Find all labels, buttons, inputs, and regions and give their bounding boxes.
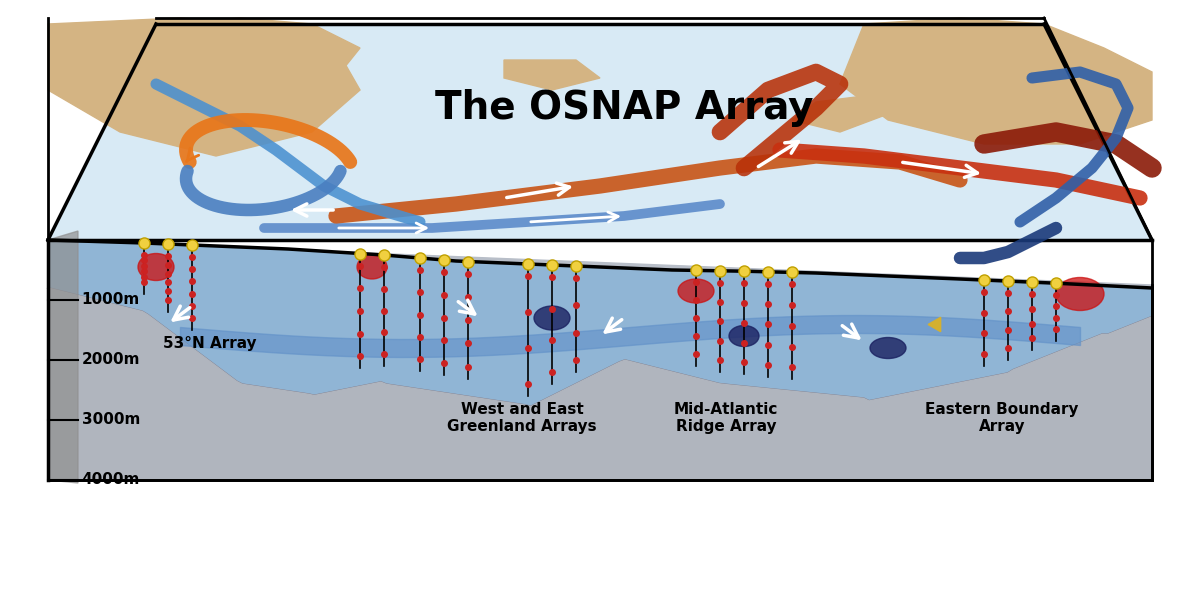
Polygon shape [96, 18, 360, 102]
Polygon shape [48, 231, 78, 483]
Ellipse shape [678, 279, 714, 303]
Polygon shape [48, 24, 1152, 240]
Polygon shape [48, 18, 360, 156]
Polygon shape [792, 96, 888, 132]
Text: 2000m: 2000m [82, 352, 140, 367]
Ellipse shape [534, 306, 570, 330]
Text: The OSNAP Array: The OSNAP Array [434, 89, 814, 127]
Polygon shape [840, 18, 1152, 144]
Text: 4000m: 4000m [82, 473, 140, 487]
Text: Mid-Atlantic
Ridge Array: Mid-Atlantic Ridge Array [674, 402, 778, 434]
Polygon shape [48, 288, 1152, 480]
Ellipse shape [358, 255, 386, 279]
Ellipse shape [138, 253, 174, 280]
Ellipse shape [1056, 277, 1104, 311]
Polygon shape [912, 60, 1032, 108]
Polygon shape [48, 288, 1152, 480]
Polygon shape [48, 240, 1152, 480]
Text: Eastern Boundary
Array: Eastern Boundary Array [925, 402, 1079, 434]
Text: West and East
Greenland Arrays: West and East Greenland Arrays [448, 402, 596, 434]
Ellipse shape [730, 325, 760, 346]
Polygon shape [48, 240, 1152, 407]
Text: 53°N Array: 53°N Array [163, 336, 257, 351]
Ellipse shape [870, 337, 906, 358]
Text: 1000m: 1000m [82, 292, 140, 307]
Text: 3000m: 3000m [82, 413, 140, 427]
Polygon shape [504, 60, 600, 90]
